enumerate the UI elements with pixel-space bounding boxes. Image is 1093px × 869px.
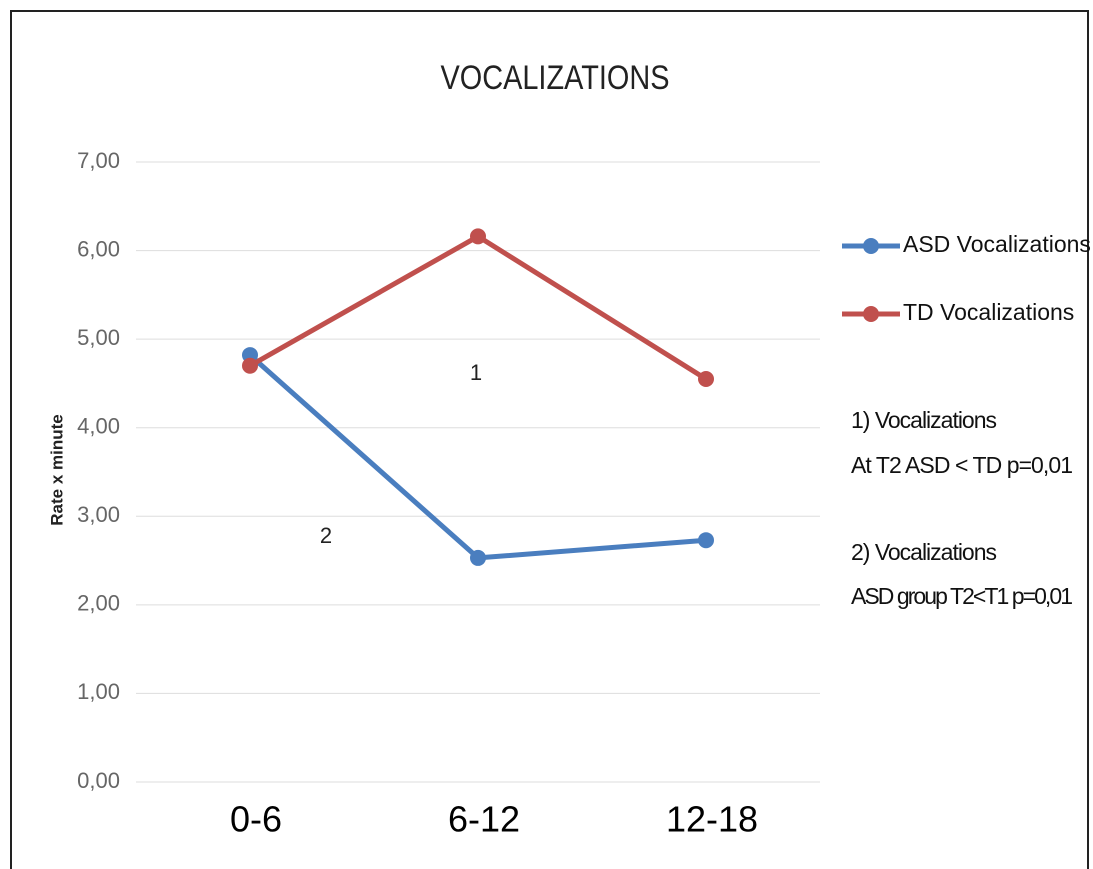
data-point [242, 357, 258, 374]
note: 1) Vocalizations [851, 407, 997, 433]
data-point [470, 228, 486, 245]
y-tick-label: 7,00 [77, 148, 120, 173]
data-point [698, 371, 714, 387]
x-tick-label: 0-6 [230, 799, 282, 840]
y-tick-label: 5,00 [77, 325, 120, 350]
x-tick-label: 12-18 [666, 799, 758, 840]
note: 2) Vocalizations [851, 539, 997, 565]
series-line [248, 353, 707, 561]
annotation: 2 [320, 523, 332, 548]
series-line [248, 233, 708, 382]
data-point [698, 532, 714, 549]
y-tick-label: 0,00 [77, 768, 120, 793]
y-tick-label: 4,00 [77, 414, 120, 439]
y-axis-label: Rate x minute [47, 414, 66, 525]
legend-label: TD Vocalizations [903, 299, 1074, 325]
legend-marker [863, 306, 879, 322]
legend-marker [863, 238, 879, 254]
x-tick-label: 6-12 [448, 799, 520, 840]
frame [10, 10, 1089, 869]
y-tick-label: 2,00 [77, 591, 120, 616]
y-tick-label: 1,00 [77, 679, 120, 704]
note: ASD group T2<T1 p=0,01 [851, 583, 1073, 609]
legend-label: ASD Vocalizations [903, 231, 1091, 257]
note: At T2 ASD < TD p=0,01 [851, 452, 1073, 478]
data-point [470, 549, 486, 566]
annotation: 1 [470, 360, 482, 385]
y-tick-label: 6,00 [77, 236, 120, 261]
chart-title: VOCALIZATIONS [440, 58, 669, 97]
y-tick-label: 3,00 [77, 502, 120, 527]
